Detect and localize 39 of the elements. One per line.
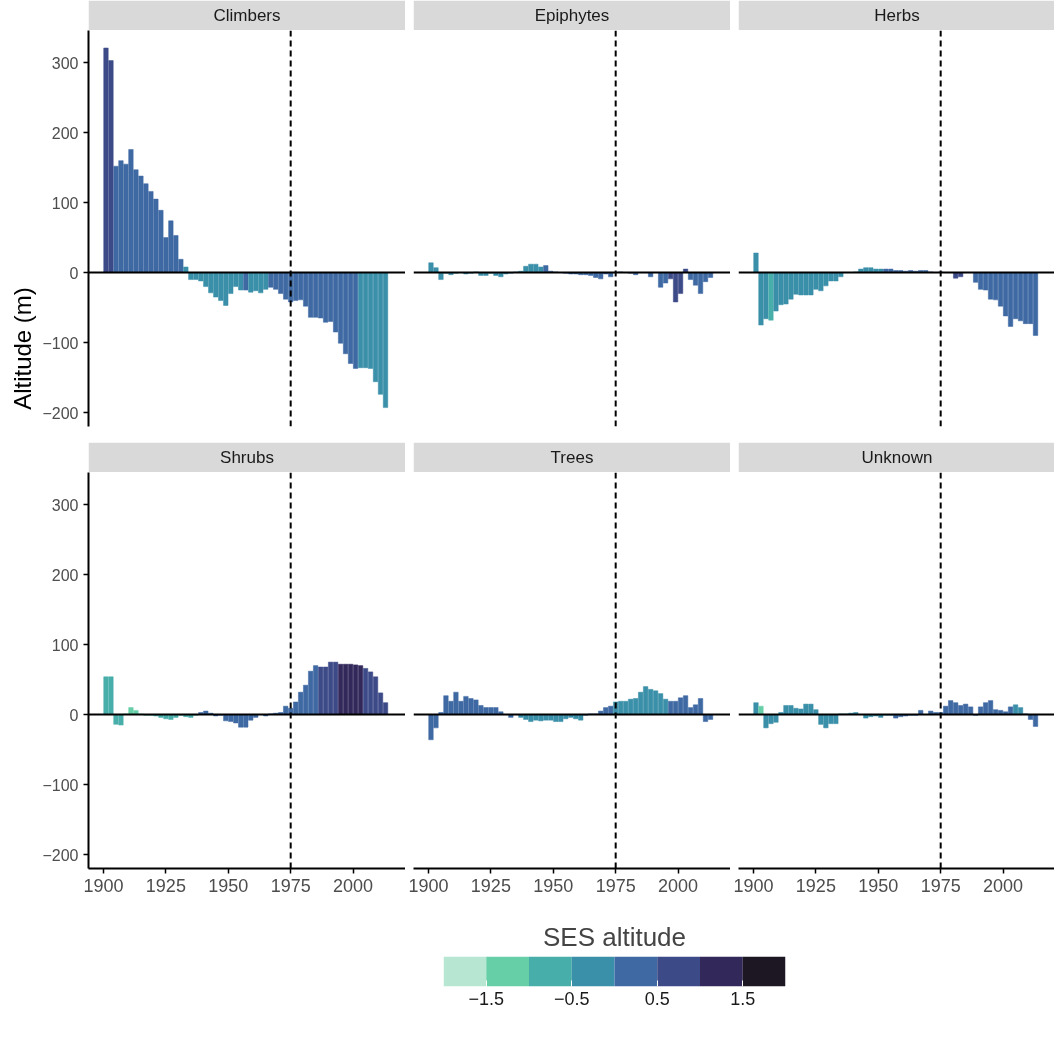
x-tick-label: 2000 <box>658 875 699 896</box>
x-tick-label: 1925 <box>795 875 836 896</box>
chart-title: Climbers <box>213 6 281 25</box>
x-tick-label: 1975 <box>920 875 961 896</box>
chart-title: Epiphytes <box>534 6 610 25</box>
y-tick-label: 300 <box>51 496 79 514</box>
x-tick-label: 1900 <box>733 875 774 896</box>
y-tick-label: −100 <box>42 776 79 794</box>
x-tick-label: 1900 <box>83 875 124 896</box>
y-tick-label: 0 <box>69 264 79 282</box>
y-axis-title: Altitude (m) <box>8 287 36 410</box>
color-bar-title: SES altitude <box>542 921 687 952</box>
chart-title: Unknown <box>861 448 933 467</box>
x-tick-label: 1975 <box>270 875 311 896</box>
color-bar-label: 0.5 <box>644 988 670 1009</box>
x-tick-label: 2000 <box>333 875 374 896</box>
chart-title: Herbs <box>874 6 920 25</box>
y-tick-label: 200 <box>51 566 79 584</box>
y-tick-label: −200 <box>42 846 79 864</box>
x-tick-label: 1925 <box>470 875 511 896</box>
x-tick-label: 1950 <box>208 875 249 896</box>
color-bar-label: −1.5 <box>468 988 505 1009</box>
y-tick-label: 100 <box>51 636 79 654</box>
x-tick-label: 1950 <box>858 875 899 896</box>
color-bar-label: −0.5 <box>553 988 590 1009</box>
x-tick-label: 1975 <box>595 875 636 896</box>
y-tick-label: 200 <box>51 124 79 142</box>
y-tick-label: −200 <box>42 404 79 422</box>
y-tick-label: −100 <box>42 334 79 352</box>
x-tick-label: 1900 <box>408 875 449 896</box>
color-bar-label: 1.5 <box>730 988 756 1009</box>
x-tick-label: 2000 <box>983 875 1024 896</box>
x-tick-label: 1950 <box>533 875 574 896</box>
x-tick-label: 1925 <box>145 875 186 896</box>
chart-title: Trees <box>550 448 594 467</box>
y-tick-label: 0 <box>69 706 79 724</box>
y-tick-label: 100 <box>51 194 79 212</box>
chart-title: Shrubs <box>220 448 274 467</box>
y-tick-label: 300 <box>51 54 79 72</box>
